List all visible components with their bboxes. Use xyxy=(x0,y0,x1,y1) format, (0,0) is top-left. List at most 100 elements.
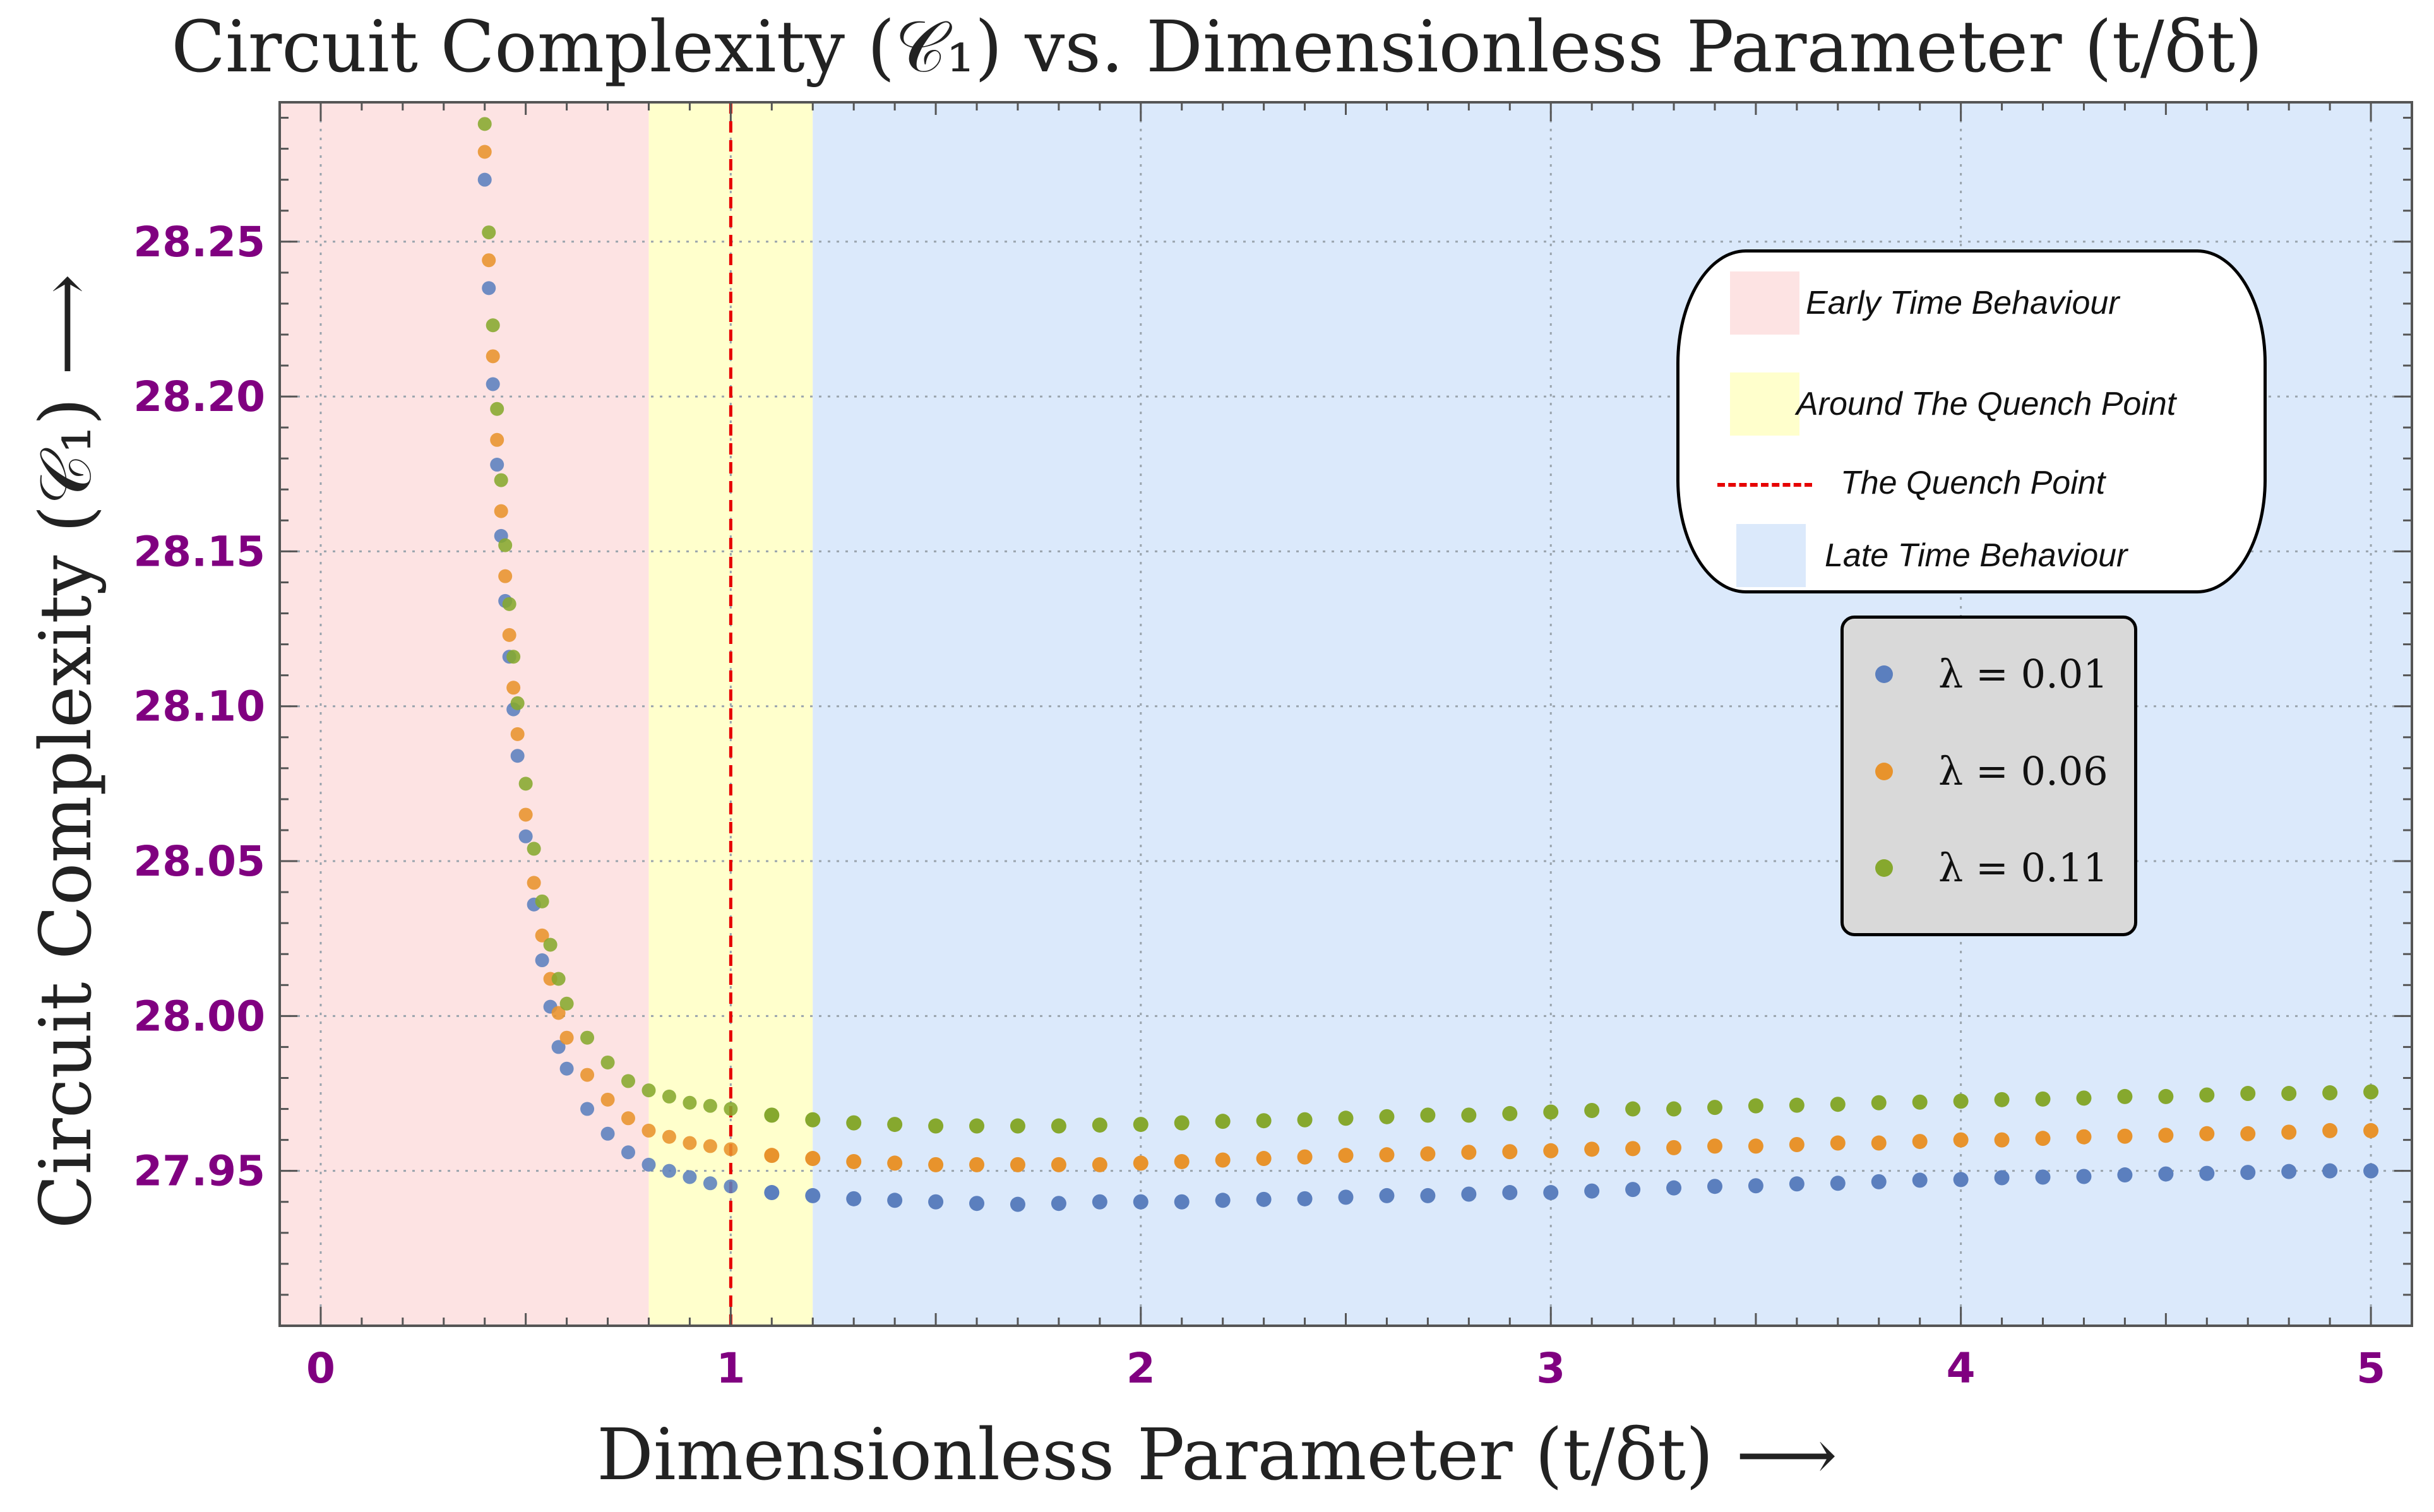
data-point xyxy=(486,318,500,333)
data-point xyxy=(1789,1176,1805,1192)
data-point xyxy=(600,1126,615,1141)
data-point xyxy=(1830,1135,1846,1151)
data-point xyxy=(887,1155,903,1171)
grid-layer xyxy=(280,102,2412,1326)
data-point xyxy=(1461,1186,1477,1202)
data-point xyxy=(2281,1086,2297,1102)
data-point xyxy=(846,1153,862,1169)
data-point xyxy=(518,777,533,791)
data-point xyxy=(1051,1118,1066,1134)
series-legend-label: λ = 0.11 xyxy=(1938,845,2108,891)
legend-row-early: Early Time Behaviour xyxy=(1679,271,2264,341)
data-point xyxy=(969,1157,985,1172)
data-point xyxy=(969,1196,985,1211)
data-point xyxy=(551,1040,566,1054)
data-point xyxy=(1051,1196,1066,1211)
data-point xyxy=(1502,1144,1518,1160)
data-point xyxy=(724,1102,738,1116)
y-tick-label: 28.25 xyxy=(133,218,265,266)
data-point xyxy=(1912,1094,1928,1110)
data-point xyxy=(1789,1136,1805,1152)
data-point xyxy=(1174,1115,1190,1131)
y-axis-label: Circuit Complexity (𝒞₁) ⟶ xyxy=(25,273,107,1229)
data-point xyxy=(1871,1095,1887,1110)
data-point xyxy=(1215,1152,1231,1168)
data-point xyxy=(2240,1126,2256,1141)
data-point xyxy=(1543,1143,1559,1158)
data-point xyxy=(527,876,541,890)
data-point xyxy=(2076,1090,2092,1106)
series-legend-label: λ = 0.06 xyxy=(1938,748,2108,794)
data-point xyxy=(559,1061,574,1076)
data-point xyxy=(600,1092,615,1107)
data-point xyxy=(1502,1105,1518,1121)
x-tick-label: 2 xyxy=(1126,1344,1155,1393)
data-point xyxy=(1461,1107,1477,1123)
data-point xyxy=(1297,1112,1313,1128)
data-point xyxy=(662,1129,676,1144)
data-point xyxy=(2281,1164,2297,1179)
data-point xyxy=(2199,1126,2215,1141)
data-point xyxy=(683,1095,697,1110)
data-point xyxy=(2158,1128,2174,1143)
data-point xyxy=(1338,1148,1354,1164)
data-point xyxy=(2158,1088,2174,1104)
series-legend-row: λ = 0.06 xyxy=(1844,740,2134,803)
data-point xyxy=(535,953,549,968)
data-point xyxy=(502,628,516,642)
y-tick-label: 28.10 xyxy=(133,682,265,731)
data-point xyxy=(482,253,496,268)
data-point xyxy=(1297,1191,1313,1206)
data-point xyxy=(1420,1188,1436,1203)
data-point xyxy=(1707,1179,1722,1194)
data-point xyxy=(490,432,504,447)
data-point xyxy=(887,1193,903,1208)
data-point xyxy=(2035,1091,2051,1107)
data-point xyxy=(1379,1188,1395,1203)
data-point xyxy=(764,1185,780,1201)
data-point xyxy=(1871,1135,1887,1151)
data-point xyxy=(683,1136,697,1150)
data-point xyxy=(1256,1191,1272,1207)
data-point xyxy=(2158,1166,2174,1182)
data-point xyxy=(1625,1101,1641,1117)
data-point xyxy=(621,1145,636,1160)
data-point xyxy=(580,1068,595,1082)
data-point xyxy=(1133,1194,1148,1210)
data-point xyxy=(641,1157,656,1172)
data-point xyxy=(928,1157,944,1172)
data-point xyxy=(928,1118,944,1134)
data-point xyxy=(2322,1122,2338,1138)
data-point xyxy=(2117,1088,2133,1104)
data-point xyxy=(1953,1172,1969,1188)
data-point xyxy=(543,938,558,952)
data-point xyxy=(1092,1157,1107,1172)
data-point xyxy=(621,1074,636,1088)
data-point xyxy=(1994,1170,2010,1186)
data-point xyxy=(559,1030,574,1045)
series-legend-marker xyxy=(1875,859,1893,877)
legend-label-quench: The Quench Point xyxy=(1840,465,2106,501)
data-point xyxy=(559,996,574,1011)
data-point xyxy=(1215,1193,1231,1208)
data-point xyxy=(494,504,508,518)
data-point xyxy=(551,1006,566,1020)
data-point xyxy=(535,894,549,908)
data-point xyxy=(1133,1117,1148,1133)
data-point xyxy=(494,473,508,487)
data-point xyxy=(1297,1149,1313,1165)
data-point xyxy=(2240,1086,2256,1102)
data-point xyxy=(1625,1141,1641,1157)
x-tick-label: 3 xyxy=(1536,1344,1565,1393)
data-point xyxy=(1379,1147,1395,1163)
x-tick-label: 1 xyxy=(716,1344,745,1393)
data-point xyxy=(2199,1087,2215,1103)
data-point xyxy=(2199,1165,2215,1181)
data-point xyxy=(1584,1183,1600,1199)
data-point xyxy=(510,696,525,710)
legend-label-early: Early Time Behaviour xyxy=(1806,285,2120,321)
data-point xyxy=(1051,1157,1066,1172)
y-tick-label: 28.00 xyxy=(133,992,265,1040)
legend-row-quench: The Quench Point xyxy=(1679,451,2264,521)
data-point xyxy=(1748,1178,1763,1194)
